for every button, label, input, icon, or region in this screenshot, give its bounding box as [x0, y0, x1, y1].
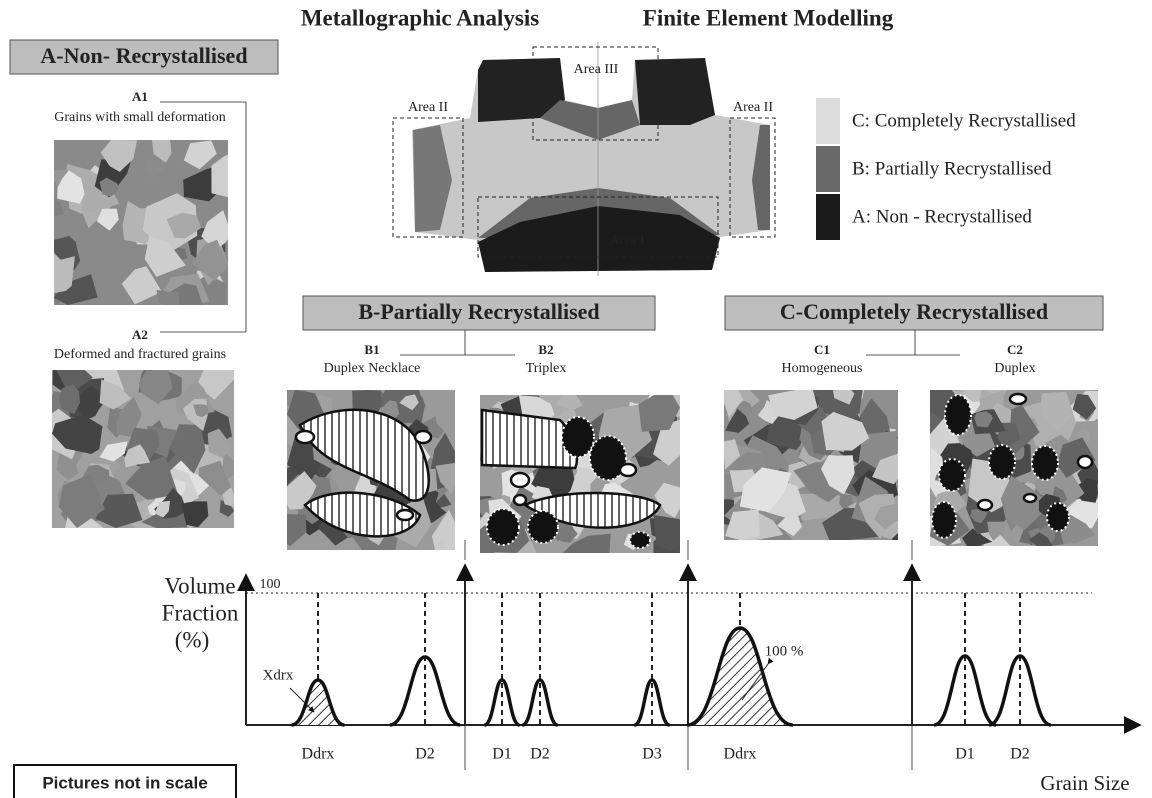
legend-label: B: Partially Recrystallised [852, 158, 1052, 179]
title: Metallographic Analysis [301, 5, 539, 30]
label: C2 [1007, 342, 1023, 357]
figure: Metallographic Analysis Finite Element Mo… [0, 0, 1152, 798]
phase [620, 464, 636, 476]
peak-label: Ddrx [302, 746, 335, 763]
phase [1024, 494, 1036, 502]
label: Area II [733, 100, 773, 115]
label: Homogeneous [782, 361, 863, 376]
phase [1078, 456, 1092, 468]
annotation: Xdrx [263, 667, 294, 683]
phase [511, 473, 529, 487]
peak-label: Ddrx [724, 746, 757, 763]
phase [945, 395, 971, 435]
peak-label: D2 [530, 746, 550, 763]
legend-label: A: Non - Recrystallised [852, 206, 1032, 227]
label: Volume [164, 573, 235, 598]
peak-label: D2 [415, 746, 435, 763]
grain [157, 290, 180, 305]
label: Area III [574, 62, 619, 77]
label: 100 [260, 577, 281, 592]
label: A1 [132, 89, 148, 104]
peak-label: D1 [492, 746, 512, 763]
model-zone [635, 58, 715, 125]
note: Pictures not in scale [42, 773, 207, 792]
label: Duplex Necklace [324, 361, 421, 376]
label: Duplex [994, 361, 1035, 376]
phase [296, 431, 314, 443]
phase [978, 500, 992, 510]
phase [1047, 503, 1069, 531]
annotation: 100 % [765, 643, 804, 659]
legend-swatch [816, 194, 840, 240]
section-title: C-Completely Recrystallised [780, 299, 1048, 324]
title: Finite Element Modelling [643, 5, 894, 30]
phase [415, 431, 431, 443]
label: C1 [814, 342, 830, 357]
label: Area I [609, 233, 645, 248]
label: B2 [538, 342, 553, 357]
peak-label: D2 [1010, 746, 1030, 763]
label: Grains with small deformation [54, 110, 225, 125]
phase [562, 417, 594, 457]
phase [528, 511, 558, 543]
label: Area II [408, 100, 448, 115]
label: B1 [364, 342, 379, 357]
peak [292, 680, 345, 725]
phase [487, 509, 519, 545]
label: Deformed and fractured grains [54, 347, 226, 362]
label: Triplex [526, 361, 567, 376]
phase [397, 510, 413, 520]
phase [1032, 446, 1058, 480]
legend-label: C: Completely Recrystallised [852, 110, 1076, 131]
phase [1010, 394, 1026, 404]
label: Fraction [162, 600, 239, 625]
phase [514, 495, 526, 505]
peak-label: D1 [955, 746, 975, 763]
phase [932, 502, 956, 538]
phase [989, 445, 1015, 479]
label: A2 [132, 327, 148, 342]
label: (%) [175, 627, 209, 652]
legend-swatch [816, 98, 840, 144]
section-title: B-Partially Recrystallised [358, 299, 599, 324]
label: Grain Size [1040, 771, 1129, 795]
peak-label: D3 [642, 746, 662, 763]
legend-swatch [816, 146, 840, 192]
phase [630, 532, 650, 548]
section-title: A-Non- Recrystallised [40, 43, 247, 68]
phase [939, 459, 965, 491]
